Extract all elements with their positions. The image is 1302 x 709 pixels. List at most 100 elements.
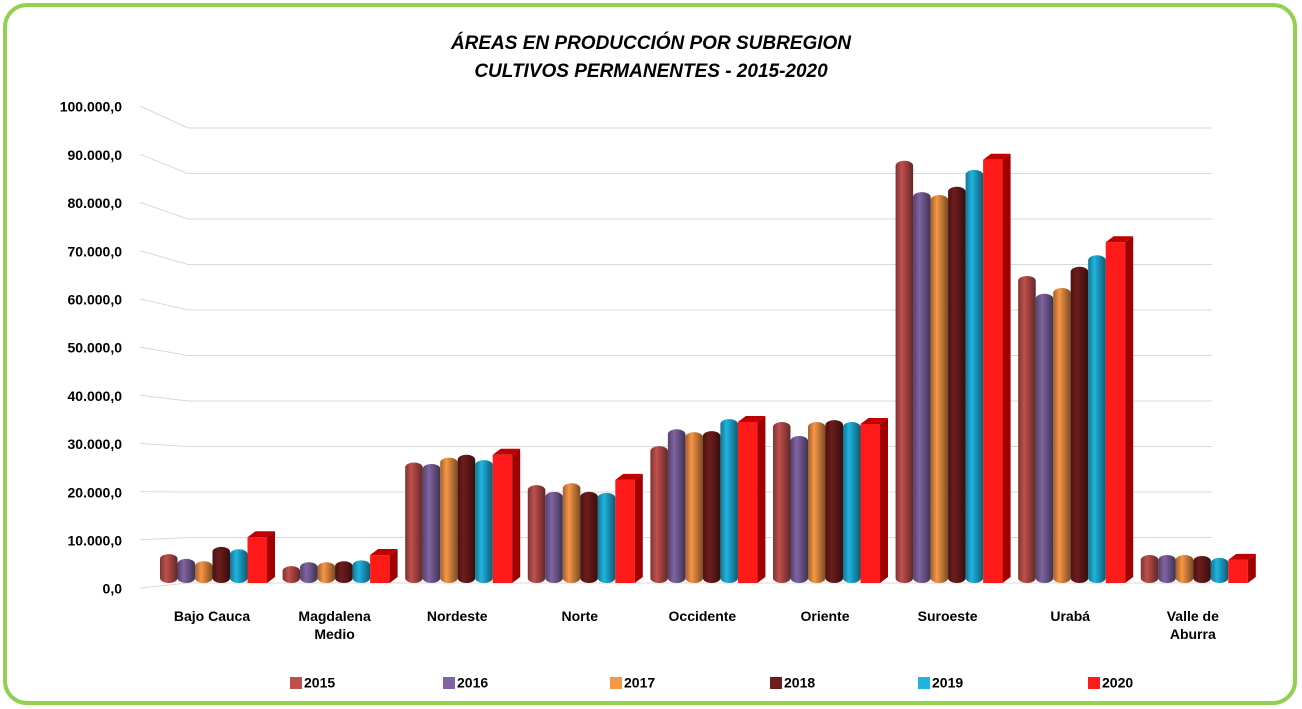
bar-shade (650, 446, 668, 583)
bar (825, 420, 843, 583)
bar (195, 561, 213, 583)
x-tick-label: Occidente (668, 608, 737, 624)
bar (230, 549, 248, 583)
y-tick-label: 40.000,0 (68, 388, 123, 404)
bar-side (1002, 153, 1011, 583)
bar-shade (160, 554, 178, 583)
bar-shade (825, 420, 843, 583)
bar-shade (702, 431, 721, 583)
legend-label: 2020 (1102, 675, 1133, 691)
bar-face (860, 423, 880, 583)
bar (1035, 293, 1054, 583)
bar (440, 457, 458, 583)
bar-face (370, 555, 390, 583)
bar (1018, 275, 1036, 583)
bar (177, 558, 195, 583)
bar-top (615, 473, 643, 480)
bar-shade (1070, 266, 1089, 583)
legend-label: 2017 (624, 675, 655, 691)
bar-face (1105, 242, 1126, 583)
bar-shade (422, 463, 441, 583)
bar-shade (685, 432, 703, 583)
bar (160, 554, 178, 583)
bar-top (1228, 553, 1256, 560)
y-tick-label: 80.000,0 (68, 195, 123, 211)
bar-top (492, 448, 521, 455)
x-tick-label: Valle de Aburra (1166, 608, 1219, 642)
bar-shade (475, 460, 493, 583)
bar (808, 422, 826, 583)
bar-shade (895, 160, 914, 583)
bar (352, 560, 371, 583)
bar-shade (1035, 293, 1054, 583)
bar (597, 492, 616, 583)
bar-shade (790, 435, 808, 583)
bar (650, 446, 668, 583)
bar (685, 432, 703, 583)
bar-shade (212, 546, 230, 583)
bar-side (880, 417, 888, 583)
bar (948, 186, 966, 583)
bar (720, 419, 738, 583)
legend-label: 2016 (457, 675, 488, 691)
bar-shade (580, 491, 598, 583)
y-tick-label: 90.000,0 (68, 147, 123, 163)
bar (545, 491, 563, 583)
bar (335, 561, 353, 583)
bar-shade (405, 462, 423, 583)
bar-shade (965, 169, 984, 583)
bar (562, 483, 581, 583)
y-tick-label: 0,0 (103, 581, 123, 597)
y-tick-label: 10.000,0 (68, 533, 123, 549)
bar (317, 562, 336, 583)
bar (615, 473, 643, 583)
grid-line (139, 346, 1212, 356)
y-tick-label: 100.000,0 (60, 99, 122, 115)
legend-marker (770, 677, 782, 689)
bar (1088, 255, 1106, 584)
bar-shade (913, 192, 931, 583)
bar-top (1105, 236, 1134, 243)
bar-shade (282, 566, 301, 583)
bar (737, 416, 766, 583)
bar-shade (843, 422, 861, 583)
bar-shade (527, 485, 546, 583)
legend-marker (918, 677, 930, 689)
legend-marker (290, 677, 302, 689)
bar (1175, 555, 1194, 583)
legend-marker (610, 677, 622, 689)
bar (1140, 555, 1159, 583)
bar (667, 429, 686, 583)
bar (457, 454, 476, 583)
bar (300, 562, 318, 583)
legend-label: 2018 (784, 675, 815, 691)
bar-shade (1140, 555, 1159, 583)
bar-shade (930, 194, 949, 584)
legend-label: 2015 (304, 675, 335, 691)
y-tick-label: 20.000,0 (68, 484, 123, 500)
bar-shade (597, 492, 616, 583)
bar-face (247, 537, 267, 583)
bar-top (370, 549, 398, 556)
bar-side (634, 473, 643, 583)
bar (422, 463, 441, 583)
x-tick-label: Magdalena Medio (298, 608, 371, 642)
grid-line (139, 298, 1212, 311)
bar (527, 485, 546, 583)
grid-line (139, 394, 1212, 402)
bar (1158, 555, 1176, 583)
bar-shade (1210, 557, 1229, 583)
bar (983, 153, 1011, 583)
bar-shade (177, 558, 195, 583)
bar-shade (1193, 556, 1211, 583)
bar-shade (720, 419, 738, 583)
grid-line (139, 201, 1212, 220)
bar-top (737, 416, 766, 423)
bar-face (1228, 559, 1248, 583)
bar (913, 192, 931, 583)
bar-shade (440, 457, 458, 583)
bar (1210, 557, 1229, 583)
bar-shade (1053, 288, 1071, 583)
